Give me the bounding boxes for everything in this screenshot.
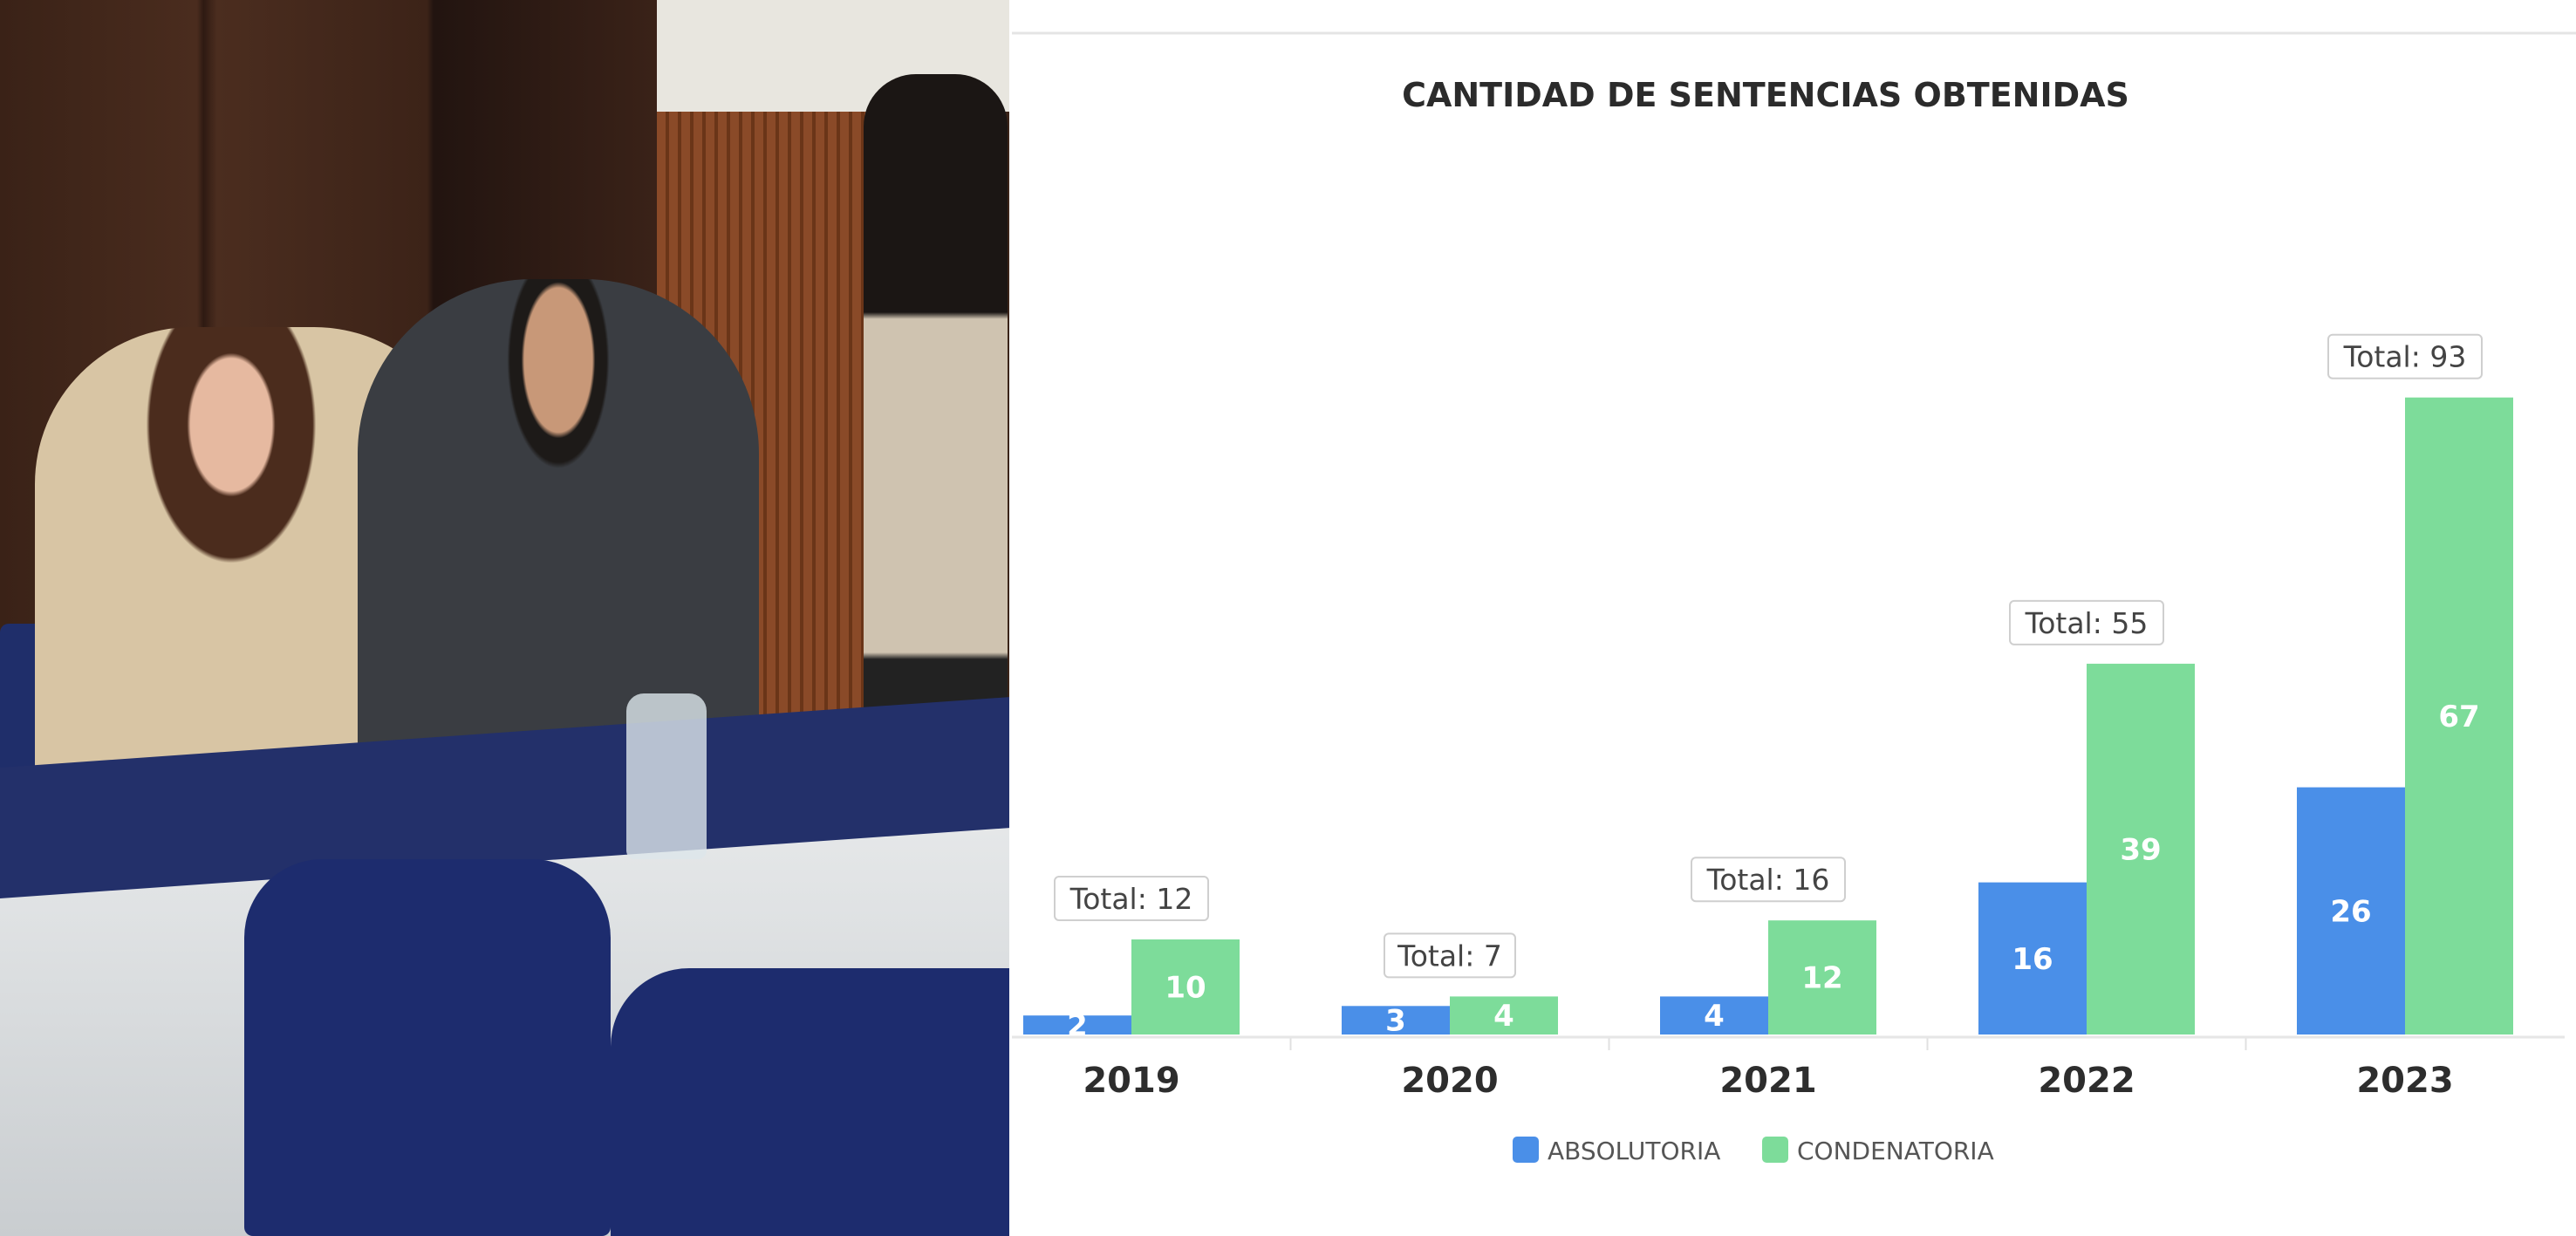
bar-condenatoria-2023: [2405, 397, 2513, 1035]
bar-value-label: 4: [1493, 999, 1514, 1034]
bar-value-label: 67: [2438, 700, 2479, 734]
bar-value-label: 16: [2012, 942, 2053, 977]
bar-value-label: 3: [1385, 1004, 1406, 1039]
bar-condenatoria-2019: [1131, 939, 1240, 1035]
legend-label-absolutoria: ABSOLUTORIA: [1548, 1137, 1720, 1165]
chair-front-1: [244, 859, 611, 1236]
bar-value-label: 12: [1801, 961, 1842, 996]
bar-value-label: 2: [1067, 1008, 1088, 1043]
total-label: Total: 7: [1397, 939, 1502, 973]
event-photo: [0, 0, 1009, 1236]
chart-title: CANTIDAD DE SENTENCIAS OBTENIDAS: [1402, 76, 2129, 114]
total-label: Total: 16: [1706, 863, 1830, 897]
bar-condenatoria-2022: [2087, 663, 2195, 1035]
legend-swatch-absolutoria: [1513, 1137, 1539, 1163]
total-label-box: [1691, 857, 1846, 903]
x-tick-label: 2023: [2356, 1061, 2453, 1101]
total-label: Total: 12: [1069, 882, 1193, 916]
legend-label-condenatoria: CONDENATORIA: [1797, 1137, 1994, 1165]
total-label-box: [1054, 876, 1209, 921]
x-tick-label: 2020: [1401, 1061, 1498, 1101]
x-tick-label: 2022: [2038, 1061, 2135, 1101]
total-label-box: [1384, 932, 1516, 979]
sanitizer-bottle: [626, 693, 707, 859]
bar-absolutoria-2021: [1660, 996, 1768, 1035]
standing-person: [864, 74, 1008, 755]
bar-chart: CANTIDAD DE SENTENCIAS OBTENIDAS 2 10 Tota…: [1012, 31, 2576, 1165]
total-label-box: [2327, 333, 2483, 379]
total-label: Total: 55: [2025, 606, 2149, 640]
bar-value-label: 26: [2330, 894, 2371, 929]
bar-value-label: 39: [2120, 832, 2161, 867]
chair-front-2: [611, 968, 1009, 1236]
total-label: Total: 93: [2343, 340, 2467, 374]
x-tick-label: 2019: [1083, 1061, 1179, 1101]
legend: ABSOLUTORIA CONDENATORIA: [1513, 1137, 1994, 1165]
bar-condenatoria-2020: [1450, 996, 1558, 1035]
chart-panel: CANTIDAD DE SENTENCIAS OBTENIDAS 2 10 Tota…: [1012, 0, 2576, 1236]
bar-absolutoria-2019: [1023, 1015, 1131, 1035]
bar-value-label: 10: [1165, 971, 1206, 1006]
bar-absolutoria-2022: [1978, 882, 2087, 1035]
bar-value-label: 4: [1704, 999, 1725, 1034]
legend-swatch-condenatoria: [1762, 1137, 1788, 1163]
total-label-box: [2009, 599, 2164, 645]
x-tick-label: 2021: [1719, 1061, 1816, 1101]
bar-absolutoria-2023: [2297, 787, 2405, 1035]
bar-absolutoria-2020: [1342, 1006, 1450, 1035]
bar-condenatoria-2021: [1768, 920, 1876, 1035]
